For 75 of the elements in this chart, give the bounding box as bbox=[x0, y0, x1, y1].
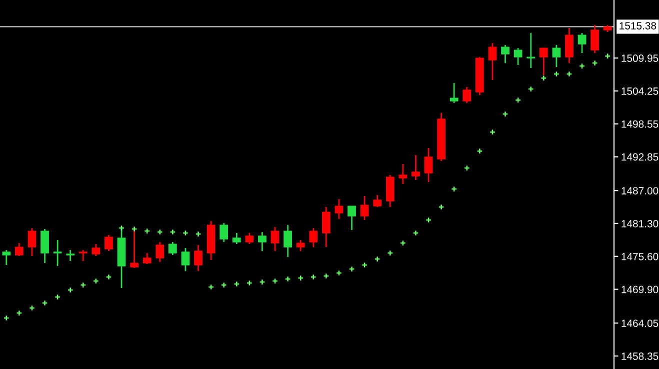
y-tick-label: 1498.55 bbox=[622, 120, 658, 128]
candlestick bbox=[514, 47, 522, 66]
y-tick-label: 1509.95 bbox=[622, 54, 658, 62]
candlestick bbox=[398, 163, 408, 185]
candlestick bbox=[501, 44, 510, 64]
candlestick bbox=[296, 239, 305, 252]
candlestick bbox=[258, 231, 266, 252]
y-tick-label: 1504.25 bbox=[622, 87, 658, 95]
point bbox=[182, 230, 189, 236]
point bbox=[42, 300, 48, 306]
candlestick bbox=[322, 206, 330, 248]
candlestick bbox=[245, 232, 254, 245]
candlestick bbox=[488, 42, 497, 81]
candlestick bbox=[334, 198, 344, 220]
point bbox=[28, 304, 36, 312]
point bbox=[362, 262, 368, 268]
ref-line-label: 1515.38 bbox=[620, 22, 656, 30]
candlestick bbox=[220, 222, 228, 243]
candlestick bbox=[412, 154, 420, 181]
point bbox=[489, 129, 496, 136]
candlestick bbox=[565, 27, 574, 64]
candlestick bbox=[284, 224, 292, 258]
candlestick bbox=[578, 32, 586, 54]
point bbox=[3, 314, 10, 322]
point bbox=[272, 278, 278, 284]
candlestick bbox=[526, 32, 536, 69]
y-tick-label: 1469.90 bbox=[622, 286, 658, 294]
candlestick bbox=[462, 86, 472, 104]
candlestick bbox=[181, 247, 190, 272]
candlestick bbox=[168, 241, 177, 256]
candlestick bbox=[142, 252, 152, 265]
candlestick bbox=[552, 44, 561, 68]
point bbox=[106, 274, 112, 280]
candlestick bbox=[104, 234, 113, 252]
point bbox=[234, 280, 240, 288]
point bbox=[578, 63, 586, 70]
candlestick bbox=[450, 82, 458, 104]
candlestick bbox=[78, 249, 88, 262]
point bbox=[310, 274, 316, 280]
candlestick bbox=[348, 205, 356, 231]
y-tick-label: 1464.05 bbox=[622, 320, 658, 327]
point bbox=[438, 204, 444, 210]
y-tick-label: 1458.35 bbox=[622, 352, 658, 360]
point bbox=[412, 230, 419, 236]
point bbox=[208, 284, 214, 290]
candlestick bbox=[15, 242, 24, 257]
candlestick bbox=[53, 239, 62, 267]
point bbox=[131, 226, 138, 232]
point bbox=[67, 286, 74, 294]
y-tick-label: 1492.85 bbox=[622, 153, 658, 161]
candlestick bbox=[309, 227, 318, 248]
y-tick-label: 1487.00 bbox=[622, 187, 658, 194]
point bbox=[118, 225, 125, 232]
point bbox=[425, 216, 432, 224]
point bbox=[170, 228, 176, 236]
candlestick bbox=[66, 249, 75, 262]
y-tick-label: 1475.60 bbox=[622, 252, 658, 260]
candlestick bbox=[590, 24, 599, 54]
candlestick bbox=[194, 244, 202, 272]
candlestick bbox=[360, 195, 369, 221]
candlestick bbox=[92, 243, 100, 257]
candlestick bbox=[40, 228, 49, 264]
candlestick bbox=[424, 147, 433, 183]
candlestick bbox=[28, 227, 36, 257]
point bbox=[323, 272, 330, 280]
point bbox=[156, 228, 163, 236]
point bbox=[246, 280, 252, 286]
candlestick bbox=[270, 226, 280, 252]
candlestick bbox=[232, 232, 241, 245]
candlestick bbox=[386, 174, 394, 208]
point bbox=[336, 270, 342, 276]
candlestick bbox=[2, 249, 11, 266]
candlestick bbox=[373, 194, 382, 208]
candlestick bbox=[156, 241, 164, 263]
y-tick-label: 1481.30 bbox=[622, 220, 658, 228]
